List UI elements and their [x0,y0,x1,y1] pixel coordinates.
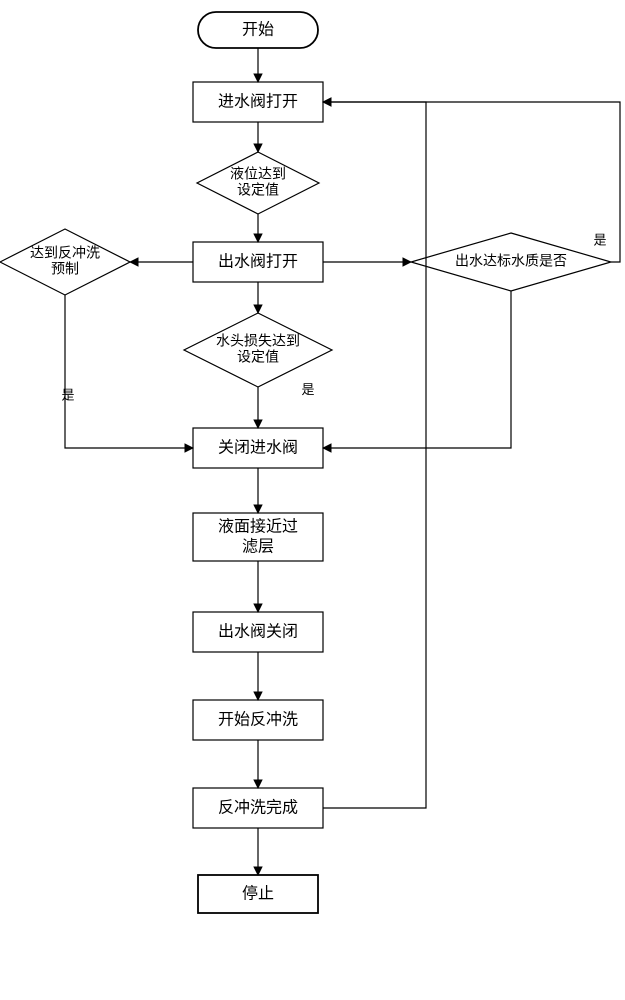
svg-text:停止: 停止 [242,885,274,903]
svg-text:滤层: 滤层 [242,538,274,556]
svg-text:设定值: 设定值 [237,350,279,366]
svg-text:液位达到: 液位达到 [230,167,286,183]
svg-text:出水达标水质是否: 出水达标水质是否 [455,254,567,270]
svg-text:出水阀关闭: 出水阀关闭 [218,623,298,641]
svg-text:水头损失达到: 水头损失达到 [216,334,300,350]
svg-text:是: 是 [593,233,606,248]
svg-text:关闭进水阀: 关闭进水阀 [218,439,298,457]
svg-text:是: 是 [301,382,314,397]
svg-text:达到反冲洗: 达到反冲洗 [30,246,100,262]
svg-text:反冲洗完成: 反冲洗完成 [218,799,298,817]
svg-text:进水阀打开: 进水阀打开 [218,93,298,111]
svg-text:开始: 开始 [242,21,274,39]
svg-text:液面接近过: 液面接近过 [218,518,298,536]
svg-text:预制: 预制 [51,262,79,278]
svg-text:开始反冲洗: 开始反冲洗 [218,711,298,729]
flowchart-canvas: 开始进水阀打开液位达到设定值出水阀打开水头损失达到设定值达到反冲洗预制出水达标水… [0,0,625,1000]
svg-text:是: 是 [61,388,74,403]
svg-text:出水阀打开: 出水阀打开 [218,253,298,271]
svg-text:设定值: 设定值 [237,183,279,199]
